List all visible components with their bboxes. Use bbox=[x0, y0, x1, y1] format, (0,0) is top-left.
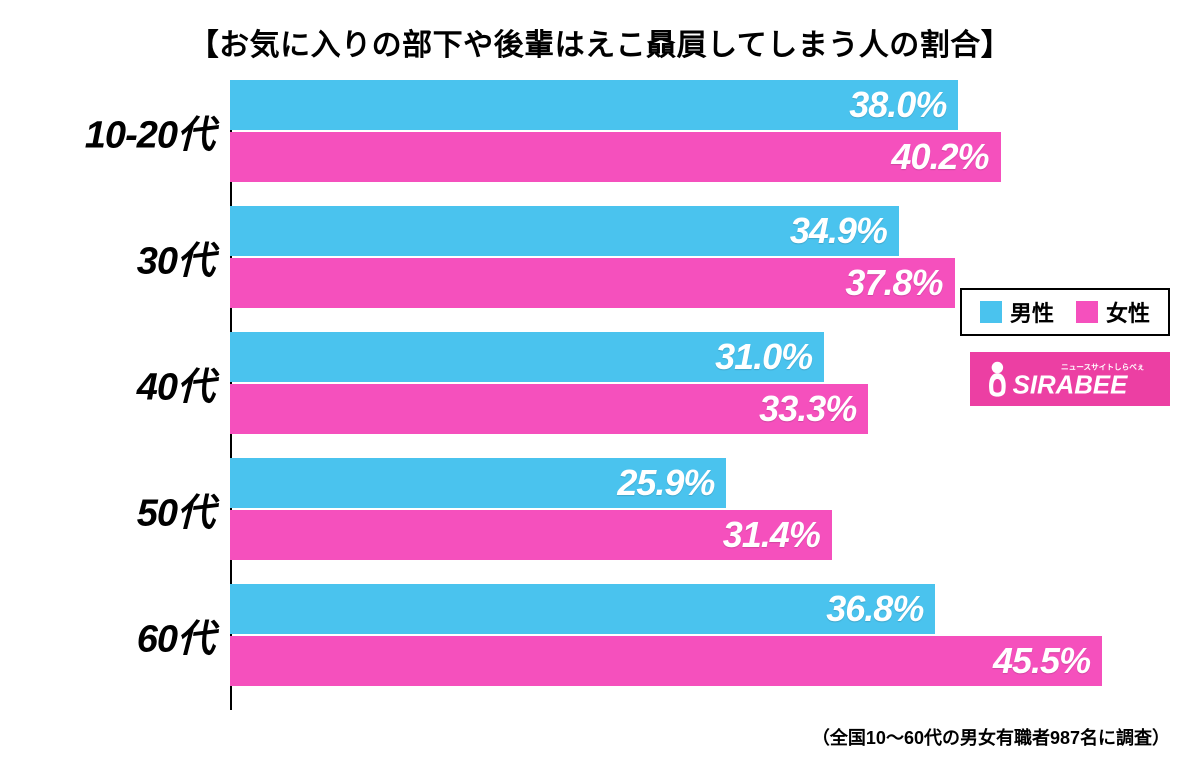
legend-swatch bbox=[980, 301, 1002, 323]
bar-male: 36.8% bbox=[230, 584, 935, 634]
bar-value-label: 33.3% bbox=[759, 388, 856, 430]
chart-stage: 【お気に入りの部下や後輩はえこ贔屓してしまう人の割合】 10-20代 38.0% 4… bbox=[0, 0, 1200, 764]
bar-value-label: 40.2% bbox=[891, 136, 988, 178]
bar-male: 34.9% bbox=[230, 206, 899, 256]
category-label: 50代 bbox=[137, 482, 214, 537]
sirabee-logo-svg: ニュースサイトしらべぇ SIRABEE bbox=[984, 357, 1156, 401]
legend-item: 男性 bbox=[980, 296, 1054, 328]
category-label: 10-20代 bbox=[85, 104, 214, 159]
survey-footnote: （全国10～60代の男女有職者987名に調査） bbox=[812, 724, 1170, 750]
legend-swatch bbox=[1076, 301, 1098, 323]
bar-female: 31.4% bbox=[230, 510, 832, 560]
bar-value-label: 36.8% bbox=[826, 588, 923, 630]
bar-group: 60代36.8%45.5% bbox=[230, 584, 1150, 686]
bar-value-label: 37.8% bbox=[845, 262, 942, 304]
bar-male: 25.9% bbox=[230, 458, 726, 508]
sirabee-logo-subtext: ニュースサイトしらべぇ bbox=[1061, 362, 1145, 371]
legend: 男性 女性 bbox=[960, 288, 1170, 336]
bar-value-label: 31.0% bbox=[715, 336, 812, 378]
bar-female: 33.3% bbox=[230, 384, 868, 434]
bar-value-label: 45.5% bbox=[993, 640, 1090, 682]
legend-label: 男性 bbox=[1010, 296, 1054, 328]
category-label: 60代 bbox=[137, 608, 214, 663]
bar-female: 40.2% bbox=[230, 132, 1001, 182]
bar-female: 37.8% bbox=[230, 258, 955, 308]
bar-value-label: 31.4% bbox=[723, 514, 820, 556]
sirabee-logo-text: SIRABEE bbox=[1013, 371, 1128, 399]
bar-female: 45.5% bbox=[230, 636, 1102, 686]
legend-label: 女性 bbox=[1106, 296, 1150, 328]
bar-value-label: 38.0% bbox=[849, 84, 946, 126]
bar-value-label: 25.9% bbox=[617, 462, 714, 504]
bar-male: 31.0% bbox=[230, 332, 824, 382]
chart-title: 【お気に入りの部下や後輩はえこ贔屓してしまう人の割合】 bbox=[0, 20, 1200, 64]
category-label: 30代 bbox=[137, 230, 214, 285]
bar-group: 10-20代38.0%40.2% bbox=[230, 80, 1150, 182]
legend-item: 女性 bbox=[1076, 296, 1150, 328]
bar-group: 50代25.9%31.4% bbox=[230, 458, 1150, 560]
sirabee-logo-icon bbox=[989, 362, 1006, 397]
category-label: 40代 bbox=[137, 356, 214, 411]
bar-male: 38.0% bbox=[230, 80, 958, 130]
sirabee-logo: ニュースサイトしらべぇ SIRABEE bbox=[970, 352, 1170, 406]
bar-value-label: 34.9% bbox=[790, 210, 887, 252]
